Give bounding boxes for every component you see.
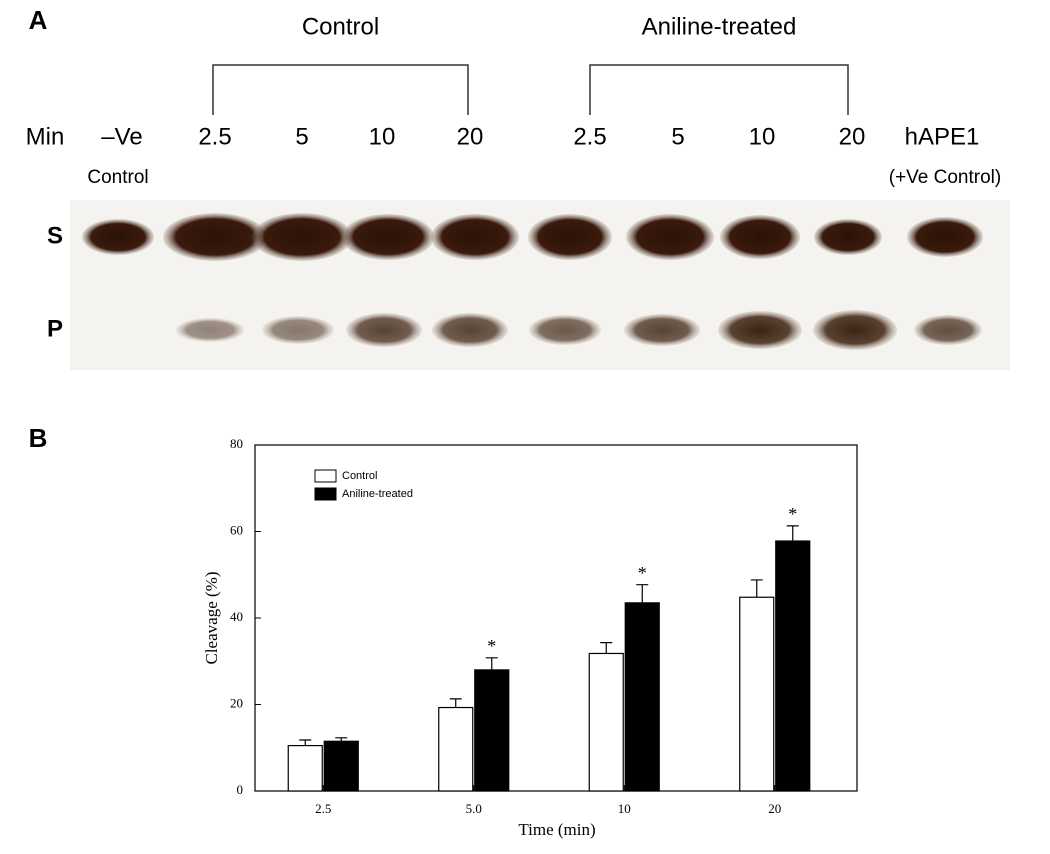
legend-label: Control xyxy=(342,470,377,482)
panel-label: B xyxy=(29,423,48,453)
y-tick-label: 20 xyxy=(230,695,243,710)
lane-sublabel: Control xyxy=(87,167,148,188)
group-bracket xyxy=(212,64,469,115)
error-bar xyxy=(636,584,649,603)
band-label: S xyxy=(47,222,63,249)
gel-band xyxy=(814,219,882,255)
group-label: Control xyxy=(302,13,379,40)
legend-label: Aniline-treated xyxy=(342,488,413,500)
error-bar xyxy=(786,525,799,542)
legend-swatch xyxy=(314,469,337,483)
error-bar xyxy=(485,657,498,670)
band-label: P xyxy=(47,315,63,342)
gel-band xyxy=(252,213,352,261)
lane-label: 5 xyxy=(295,123,308,150)
error-bar xyxy=(600,642,613,654)
legend-swatch xyxy=(314,487,337,501)
panel-label: A xyxy=(29,5,48,35)
bar xyxy=(775,540,811,792)
y-tick-label: 60 xyxy=(230,522,243,537)
gel-band xyxy=(907,217,983,257)
lane-label: 20 xyxy=(839,123,866,150)
lane-label: 10 xyxy=(749,123,776,150)
gel-band xyxy=(82,219,154,255)
x-tick-label: 5.0 xyxy=(466,801,482,816)
lane-label: 10 xyxy=(369,123,396,150)
bar xyxy=(323,740,359,792)
gel-band xyxy=(624,314,700,346)
lane-label: hAPE1 xyxy=(905,123,980,150)
lane-label: 5 xyxy=(671,123,684,150)
x-tick-label: 2.5 xyxy=(315,801,331,816)
y-tick-label: 40 xyxy=(230,609,243,624)
group-bracket xyxy=(589,64,849,115)
gel-band xyxy=(346,313,422,347)
bar xyxy=(287,744,323,792)
lane-label: 2.5 xyxy=(198,123,231,150)
gel-band xyxy=(176,318,244,342)
bar xyxy=(739,596,775,792)
gel-band xyxy=(529,315,601,345)
lane-sublabel: (+Ve Control) xyxy=(889,167,1001,188)
gel-band xyxy=(528,214,612,260)
gel-band xyxy=(626,214,714,260)
error-bar xyxy=(449,698,462,708)
error-bar xyxy=(299,739,312,746)
lane-label: 2.5 xyxy=(573,123,606,150)
bar xyxy=(474,669,510,792)
gel-band xyxy=(720,215,800,259)
y-tick-label: 0 xyxy=(237,782,244,797)
lane-label: 20 xyxy=(457,123,484,150)
lane-label: –Ve xyxy=(101,123,142,150)
significance-marker: * xyxy=(788,504,797,524)
x-tick-label: 10 xyxy=(618,801,631,816)
group-label: Aniline-treated xyxy=(642,13,797,40)
gel-band xyxy=(262,316,334,344)
y-axis-label: Cleavage (%) xyxy=(202,572,221,665)
significance-marker: * xyxy=(487,636,496,656)
x-axis-label: Time (min) xyxy=(518,820,595,839)
gel-band xyxy=(342,214,434,260)
gel-band xyxy=(813,310,897,350)
gel-band xyxy=(432,313,508,347)
bar xyxy=(588,652,624,792)
bar xyxy=(438,706,474,792)
x-tick-label: 20 xyxy=(768,801,781,816)
error-bar xyxy=(335,737,348,742)
significance-marker: * xyxy=(638,563,647,583)
gel-band xyxy=(431,214,519,260)
time-label: Min xyxy=(26,123,65,150)
gel-band xyxy=(718,311,802,349)
gel-band xyxy=(163,213,267,261)
error-bar xyxy=(750,579,763,598)
y-tick-label: 80 xyxy=(230,436,243,451)
bar xyxy=(624,602,660,792)
gel-band xyxy=(914,315,982,345)
